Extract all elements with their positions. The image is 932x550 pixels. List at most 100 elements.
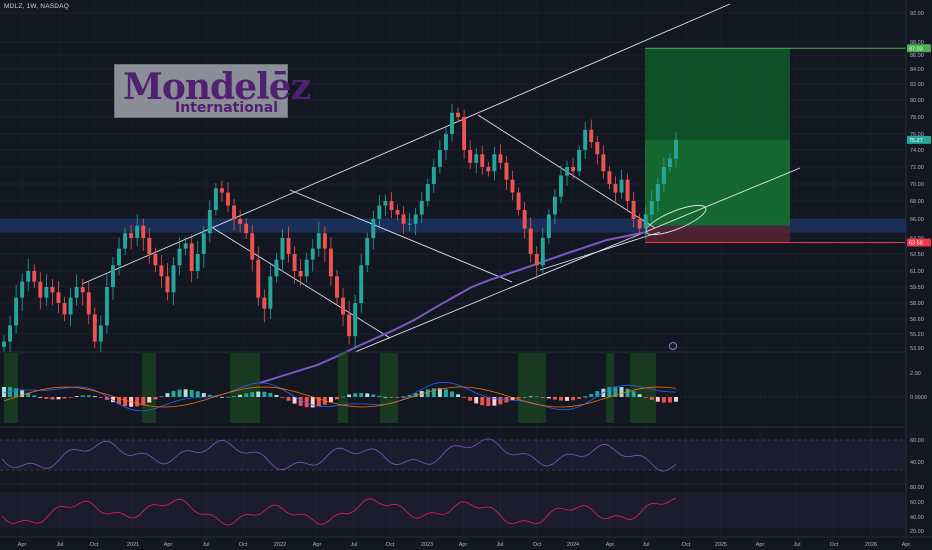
candle-body-95 xyxy=(577,150,582,172)
candle-body-33 xyxy=(201,233,206,254)
time-tick-15: 2024 xyxy=(567,542,579,548)
candle-body-99 xyxy=(601,154,606,172)
candle-body-9 xyxy=(56,292,61,303)
macd-hist-bar-85 xyxy=(516,397,521,399)
macd-hist-bar-55 xyxy=(335,397,339,400)
candle-body-90 xyxy=(546,214,551,238)
macd-hist-bar-91 xyxy=(552,397,557,400)
candle-body-8 xyxy=(50,287,55,293)
stop-price-label-bg xyxy=(907,238,931,247)
macd-hist-bar-22 xyxy=(135,397,140,407)
macd-hist-bar-88 xyxy=(534,396,539,398)
candle-body-65 xyxy=(395,210,400,215)
macd-hist-bar-48 xyxy=(292,397,297,404)
macd-hist-bar-28 xyxy=(171,390,176,397)
candle-body-57 xyxy=(347,314,352,337)
candle-body-12 xyxy=(74,287,79,298)
macd-hist-bar-50 xyxy=(304,397,309,408)
candle-body-4 xyxy=(26,271,31,282)
macd-hist-bar-46 xyxy=(280,397,285,398)
macd-hist-bar-90 xyxy=(546,397,551,399)
macd-hist-bar-47 xyxy=(286,397,291,401)
macd-hist-bar-109 xyxy=(661,397,666,403)
indicator-tick-1-0: 60.00 xyxy=(910,438,924,444)
rsi-line xyxy=(1,438,677,472)
candle-body-10 xyxy=(62,303,67,315)
candle-body-35 xyxy=(213,188,218,210)
mondelez-logo: Mondelēz International xyxy=(114,64,311,118)
candle-body-46 xyxy=(280,238,285,260)
macd-hist-bar-76 xyxy=(462,397,467,398)
macd-hist-bar-108 xyxy=(655,397,660,402)
macd-hist-bar-70 xyxy=(425,389,430,397)
macd-hist-bar-71 xyxy=(431,388,436,397)
time-tick-14: Oct xyxy=(533,542,542,548)
macd-hist-bar-111 xyxy=(674,397,678,402)
candle-body-6 xyxy=(38,281,43,298)
candle-body-40 xyxy=(244,223,249,234)
macd-hist-bar-89 xyxy=(540,397,545,398)
macd-hist-bar-3 xyxy=(20,390,25,397)
macd-hist-bar-98 xyxy=(595,391,600,397)
price-tick-19: 55.20 xyxy=(910,332,924,338)
candle-body-106 xyxy=(643,214,648,229)
macd-hist-bar-107 xyxy=(649,397,654,400)
time-tick-12: Apr xyxy=(459,542,468,548)
candle-body-73 xyxy=(443,134,448,150)
price-tick-15: 61.00 xyxy=(910,269,924,275)
logo-line2: International xyxy=(175,100,279,116)
time-tick-0: Apr xyxy=(18,542,27,548)
candle-body-58 xyxy=(353,303,358,337)
candle-body-19 xyxy=(117,248,121,266)
macd-hist-bar-33 xyxy=(201,393,206,397)
candle-body-82 xyxy=(498,154,503,163)
candle-body-36 xyxy=(219,188,224,193)
macd-hist-bar-25 xyxy=(153,397,158,400)
candle-body-69 xyxy=(419,201,424,215)
macd-hist-bar-59 xyxy=(359,392,364,397)
candle-body-92 xyxy=(559,175,563,197)
candle-body-22 xyxy=(135,225,140,238)
candle-body-17 xyxy=(104,287,109,326)
macd-hist-bar-73 xyxy=(443,389,448,397)
candle-body-28 xyxy=(171,265,176,293)
macd-hist-bar-74 xyxy=(450,391,454,397)
macd-hist-bar-80 xyxy=(486,397,491,406)
candle-body-48 xyxy=(292,254,297,271)
macd-hist-bar-7 xyxy=(44,397,49,399)
candle-body-68 xyxy=(413,214,418,224)
candle-body-66 xyxy=(401,214,406,224)
price-tick-1: 88.00 xyxy=(910,40,924,46)
candle-body-54 xyxy=(328,248,333,277)
wedge2-lower xyxy=(539,231,661,271)
candle-body-24 xyxy=(147,238,152,254)
macd-hist-bar-65 xyxy=(395,397,400,398)
candle-body-91 xyxy=(552,196,557,215)
candle-body-79 xyxy=(480,154,485,167)
macd-hist-bar-41 xyxy=(250,392,255,397)
time-tick-23: 2026 xyxy=(865,542,877,548)
macd-hist-bar-19 xyxy=(117,397,121,405)
time-tick-6: Oct xyxy=(239,542,248,548)
macd-hist-bar-39 xyxy=(238,394,243,397)
candle-body-39 xyxy=(238,219,243,224)
candle-body-105 xyxy=(637,219,642,229)
candle-body-1 xyxy=(8,325,13,342)
candle-body-84 xyxy=(510,179,515,193)
indicator-tick-1-1: 40.00 xyxy=(910,460,924,466)
macd-hist-bar-97 xyxy=(589,393,594,397)
time-tick-3: 2021 xyxy=(127,542,139,548)
candle-body-101 xyxy=(613,184,618,193)
candle-body-61 xyxy=(371,219,376,238)
candle-body-7 xyxy=(44,287,49,298)
price-tick-9: 72.00 xyxy=(910,165,924,171)
candle-body-20 xyxy=(123,233,128,249)
candle-body-87 xyxy=(528,228,533,254)
candle-body-109 xyxy=(661,167,666,184)
candle-body-45 xyxy=(274,259,279,277)
indicators xyxy=(0,351,932,528)
macd-hist-bar-100 xyxy=(607,387,612,397)
macd-hist-bar-1 xyxy=(8,387,13,397)
candle-body-56 xyxy=(341,297,345,315)
